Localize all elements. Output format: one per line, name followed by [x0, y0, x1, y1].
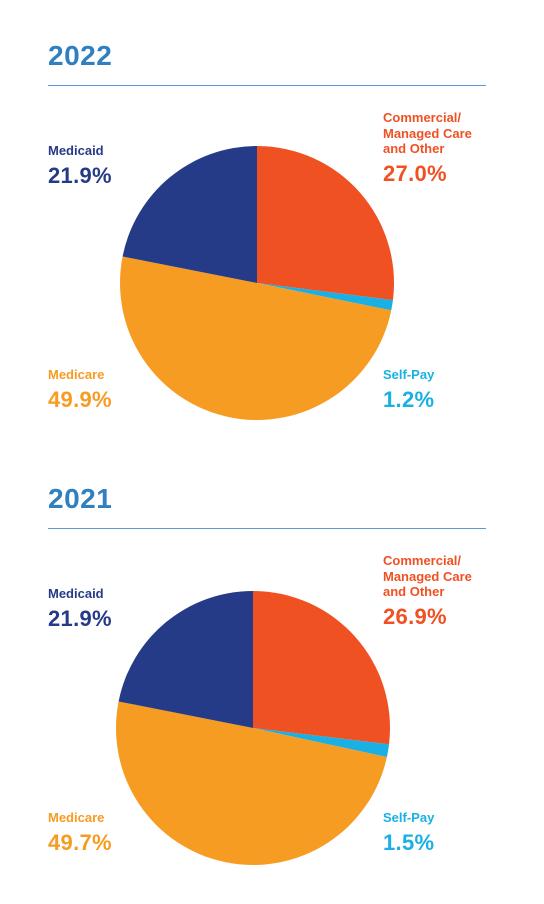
chart-title: 2021 [48, 483, 113, 514]
legend-value: 27.0% [383, 160, 447, 186]
legend-value: 49.7% [48, 829, 112, 855]
legend-name: Commercial/ Managed Care and Other [383, 553, 472, 600]
pie-chart-2022 [120, 146, 395, 420]
legend-medicaid: Medicaid 21.9% [48, 586, 112, 632]
legend-name: Self-Pay [383, 810, 435, 825]
legend-value: 1.2% [383, 386, 435, 412]
legend-self-pay: Self-Pay 1.2% [383, 367, 434, 413]
pie-slice-medicaid [122, 146, 257, 283]
pie-slice-medicare [116, 701, 387, 865]
chart-panel-2021: 2021 Medicaid 21.9% Commercial/ Managed … [0, 443, 544, 883]
legend-commercial: Commercial/ Managed Care and Other 27.0% [383, 110, 483, 187]
title-divider [48, 85, 486, 86]
legend-name: Commercial/ Managed Care and Other [383, 110, 472, 157]
chart-panel-2022: 2022 Medicaid 21.9% Commercial/ Managed … [0, 0, 544, 440]
legend-self-pay: Self-Pay 1.5% [383, 810, 434, 856]
pie-slice-medicaid [118, 591, 253, 728]
pie-slice-self-pay [253, 728, 390, 758]
pie-slice-medicare [120, 256, 392, 420]
legend-medicare: Medicare 49.7% [48, 810, 112, 856]
legend-name: Self-Pay [383, 367, 435, 382]
legend-value: 1.5% [383, 829, 435, 855]
pie-slice-commercial-managed-care-and-other [253, 591, 390, 745]
legend-name: Medicare [48, 367, 105, 382]
legend-commercial: Commercial/ Managed Care and Other 26.9% [383, 553, 483, 630]
pie-chart-2021 [116, 591, 390, 865]
legend-medicare: Medicare 49.9% [48, 367, 112, 413]
title-divider [48, 528, 486, 529]
legend-medicaid: Medicaid 21.9% [48, 143, 112, 189]
chart-title: 2022 [48, 40, 113, 71]
legend-name: Medicare [48, 810, 105, 825]
legend-value: 21.9% [48, 605, 112, 631]
pie-slice-commercial-managed-care-and-other [257, 146, 395, 301]
legend-name: Medicaid [48, 586, 104, 601]
legend-name: Medicaid [48, 143, 104, 158]
legend-value: 21.9% [48, 162, 112, 188]
legend-value: 26.9% [383, 603, 447, 629]
legend-value: 49.9% [48, 386, 112, 412]
pie-slice-self-pay [257, 283, 393, 311]
